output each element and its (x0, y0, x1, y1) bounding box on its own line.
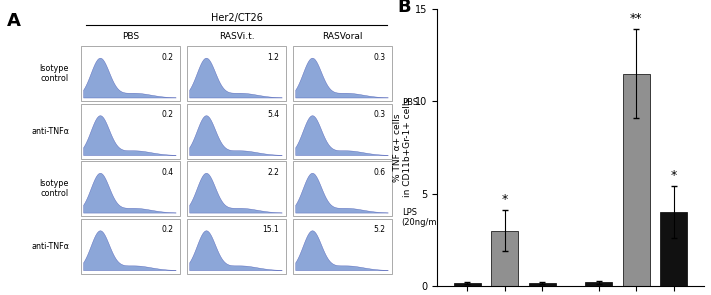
Text: Isotype
control: Isotype control (40, 179, 69, 199)
Polygon shape (84, 231, 176, 271)
Text: Her2/CT26: Her2/CT26 (210, 13, 262, 23)
Text: RASVi.t.: RASVi.t. (218, 32, 255, 41)
Bar (80, 161, 180, 217)
Text: A: A (7, 12, 21, 30)
Bar (585, 282, 612, 286)
Bar (623, 73, 650, 286)
Polygon shape (190, 173, 282, 213)
Text: anti-TNFα: anti-TNFα (31, 242, 69, 251)
Text: 0.2: 0.2 (161, 53, 173, 62)
Polygon shape (190, 116, 282, 155)
Bar (187, 161, 286, 217)
Text: RASVoral: RASVoral (322, 32, 363, 41)
Bar (80, 219, 180, 274)
Text: 0.2: 0.2 (161, 110, 173, 119)
Bar (187, 104, 286, 159)
Polygon shape (190, 231, 282, 271)
Polygon shape (84, 58, 176, 98)
Polygon shape (84, 116, 176, 155)
Bar (80, 46, 180, 101)
Bar (293, 46, 392, 101)
Text: 0.3: 0.3 (373, 53, 385, 62)
Bar (293, 104, 392, 159)
Text: 0.3: 0.3 (373, 110, 385, 119)
Text: PBS: PBS (122, 32, 139, 41)
Text: *: * (502, 193, 508, 206)
Text: LPS
(20ng/ml): LPS (20ng/ml) (402, 208, 443, 227)
Text: 0.6: 0.6 (373, 168, 385, 177)
Text: 5.4: 5.4 (267, 110, 279, 119)
Polygon shape (296, 231, 388, 271)
Text: Isotype
control: Isotype control (40, 64, 69, 83)
Text: 15.1: 15.1 (262, 225, 279, 234)
Text: B: B (397, 0, 411, 16)
Bar (293, 161, 392, 217)
Polygon shape (296, 116, 388, 155)
Text: PBS: PBS (402, 98, 418, 107)
Text: 2.2: 2.2 (267, 168, 279, 177)
Bar (80, 104, 180, 159)
Bar (454, 283, 481, 286)
Polygon shape (296, 58, 388, 98)
Bar (491, 231, 518, 286)
Polygon shape (296, 173, 388, 213)
Polygon shape (84, 173, 176, 213)
Text: anti-TNFα: anti-TNFα (31, 127, 69, 136)
Text: **: ** (630, 12, 643, 24)
Bar (529, 283, 556, 286)
Text: 5.2: 5.2 (373, 225, 385, 234)
Text: 0.2: 0.2 (161, 225, 173, 234)
Bar (187, 219, 286, 274)
Bar (187, 46, 286, 101)
Polygon shape (190, 58, 282, 98)
Text: 0.4: 0.4 (161, 168, 173, 177)
Text: 1.2: 1.2 (267, 53, 279, 62)
Bar (661, 212, 688, 286)
Text: *: * (670, 169, 677, 182)
Y-axis label: % TNF α+ cells
in CD11b+Gr-1+ cells: % TNF α+ cells in CD11b+Gr-1+ cells (393, 98, 412, 197)
Bar (293, 219, 392, 274)
